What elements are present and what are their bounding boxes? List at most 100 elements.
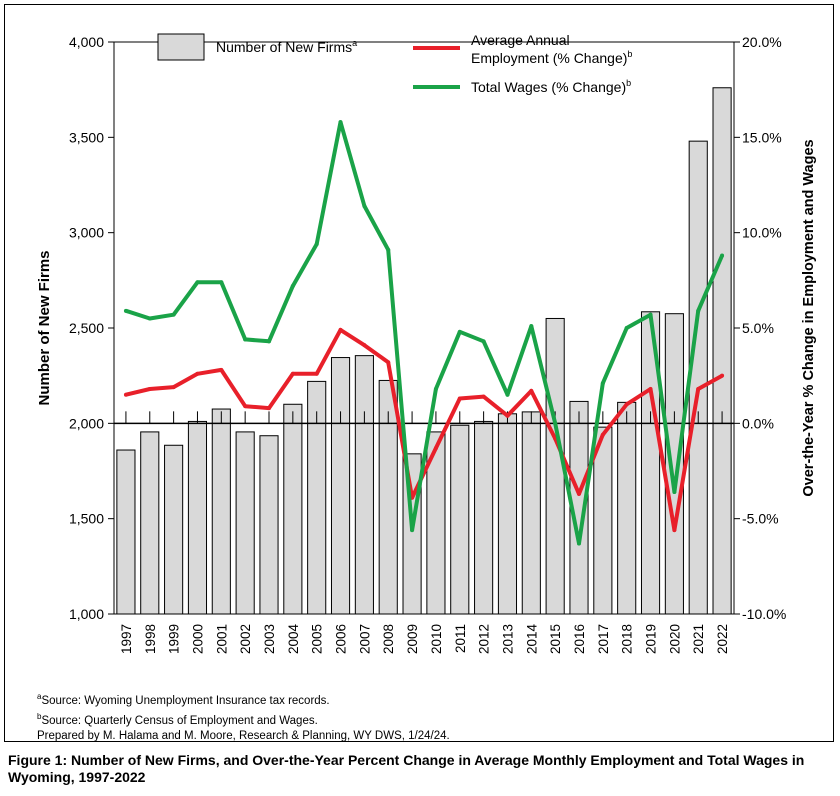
y-right-tick-label: -10.0% — [742, 606, 786, 622]
bar-2002 — [235, 431, 255, 615]
wages-point-2002 — [243, 337, 248, 342]
x-tick-label: 2009 — [405, 624, 420, 654]
x-tick-label: 2020 — [667, 624, 682, 654]
x-tick-label: 2017 — [596, 624, 611, 654]
x-tick-label: 1998 — [143, 624, 158, 654]
employment-point-2014 — [529, 388, 534, 393]
employment-point-2013 — [505, 413, 510, 418]
figure-frame: 1,000 1,500 2,000 2,500 3,000 3,500 4,000 -10.0… — [4, 4, 834, 742]
bar-2012 — [474, 420, 494, 615]
x-tick-label: 2018 — [620, 624, 635, 654]
y-right-tick-label: 15.0% — [742, 129, 782, 145]
legend-swatch-new-firms — [157, 33, 205, 61]
x-tick-label: 2001 — [214, 624, 229, 654]
bar-1999 — [164, 444, 184, 615]
wages-change-line — [125, 120, 724, 546]
wages-point-2012 — [481, 339, 486, 344]
wages-point-2021 — [696, 308, 701, 313]
employment-point-2002 — [243, 404, 248, 409]
bar-2013 — [497, 413, 518, 615]
bar-2014 — [521, 411, 541, 615]
employment-point-2011 — [457, 396, 462, 401]
employment-point-2004 — [290, 371, 295, 376]
employment-point-2000 — [195, 371, 200, 376]
source-note-2: bSource: Quarterly Census of Employment … — [37, 711, 318, 727]
x-tick-label: 2007 — [357, 624, 372, 654]
wages-point-2004 — [290, 284, 295, 289]
bar-2006 — [330, 357, 351, 615]
y-left-tick-label: 1,500 — [69, 511, 104, 527]
bar-1998 — [140, 431, 160, 615]
x-tick-label: 2016 — [572, 624, 587, 654]
x-tick-label: 2012 — [477, 624, 492, 654]
wages-point-2013 — [505, 392, 510, 397]
source-note-1: aSource: Wyoming Unemployment Insurance … — [37, 692, 330, 707]
bar-1997 — [116, 449, 136, 615]
employment-point-1997 — [123, 392, 128, 397]
y-right-tick-label: 20.0% — [742, 34, 782, 50]
employment-change-line — [125, 327, 724, 533]
wages-point-2020 — [672, 489, 677, 494]
y-left-tick-label: 2,000 — [69, 415, 104, 431]
wages-point-2011 — [457, 329, 462, 334]
source-notes: aSource: Wyoming Unemployment Insurance … — [37, 689, 450, 744]
legend-label-employment-line1: Average Annual — [471, 32, 570, 48]
y-left-tick-label: 4,000 — [69, 34, 104, 50]
y-right-axis-title: Over-the-Year % Change in Employment and… — [801, 139, 817, 496]
wages-point-2007 — [362, 203, 367, 208]
employment-point-2008 — [386, 360, 391, 365]
wages-point-2001 — [219, 280, 224, 285]
x-tick-label: 2005 — [310, 624, 325, 654]
bar-2004 — [283, 403, 303, 615]
y-left-tick-label: 1,000 — [69, 606, 104, 622]
employment-point-2010 — [433, 446, 438, 451]
y-left-tick-label: 3,000 — [69, 225, 104, 241]
wages-point-2016 — [577, 541, 581, 546]
x-tick-label: 1997 — [119, 624, 134, 654]
bar-2011 — [450, 424, 470, 615]
x-tick-label: 2011 — [453, 624, 468, 653]
employment-point-2022 — [720, 373, 725, 378]
bar-2007 — [354, 355, 374, 615]
wages-point-2010 — [433, 387, 438, 392]
employment-point-2020 — [672, 528, 677, 533]
combo-chart: 1,000 1,500 2,000 2,500 3,000 3,500 4,000 -10.0… — [36, 32, 817, 655]
legend-label-wages: Total Wages (% Change)b — [471, 78, 631, 95]
x-tick-label: 2013 — [500, 624, 515, 654]
employment-point-2005 — [314, 371, 319, 376]
wages-point-2009 — [410, 528, 415, 533]
wages-point-1999 — [171, 312, 176, 317]
wages-point-2006 — [338, 120, 343, 125]
employment-point-1999 — [171, 385, 176, 390]
bar-2000 — [187, 420, 208, 615]
y-left-tick-label: 3,500 — [69, 129, 104, 145]
employment-point-2003 — [267, 406, 271, 411]
x-tick-label: 2022 — [715, 624, 730, 654]
wages-point-1998 — [147, 316, 152, 321]
wages-point-2017 — [600, 381, 605, 386]
bar-2015 — [545, 317, 565, 615]
employment-point-2018 — [624, 402, 629, 407]
y-right-tick-label: -5.0% — [742, 511, 779, 527]
x-tick-label: 1999 — [167, 624, 182, 654]
bar-2018 — [617, 401, 637, 615]
wages-point-2014 — [529, 324, 534, 329]
wages-point-2008 — [386, 247, 391, 252]
wages-point-2022 — [720, 253, 725, 258]
y-left-axis-title: Number of New Firms — [36, 250, 53, 405]
y-right-tick-label: 0.0% — [742, 415, 774, 431]
bar-2001 — [211, 408, 231, 615]
bar-2022 — [712, 87, 732, 615]
x-tick-label: 2014 — [524, 624, 539, 655]
x-tick-label: 2002 — [238, 624, 253, 654]
bar-2021 — [688, 140, 708, 615]
x-tick-label: 2006 — [334, 624, 349, 654]
wages-point-2018 — [624, 326, 629, 330]
prepared-by-note: Prepared by M. Halama and M. Moore, Rese… — [37, 729, 450, 742]
employment-point-2017 — [600, 432, 605, 437]
employment-point-2007 — [362, 343, 367, 348]
wages-point-2005 — [314, 242, 319, 247]
employment-point-2006 — [338, 327, 343, 332]
x-tick-label: 2019 — [644, 624, 659, 654]
x-tick-label: 2004 — [286, 624, 301, 655]
